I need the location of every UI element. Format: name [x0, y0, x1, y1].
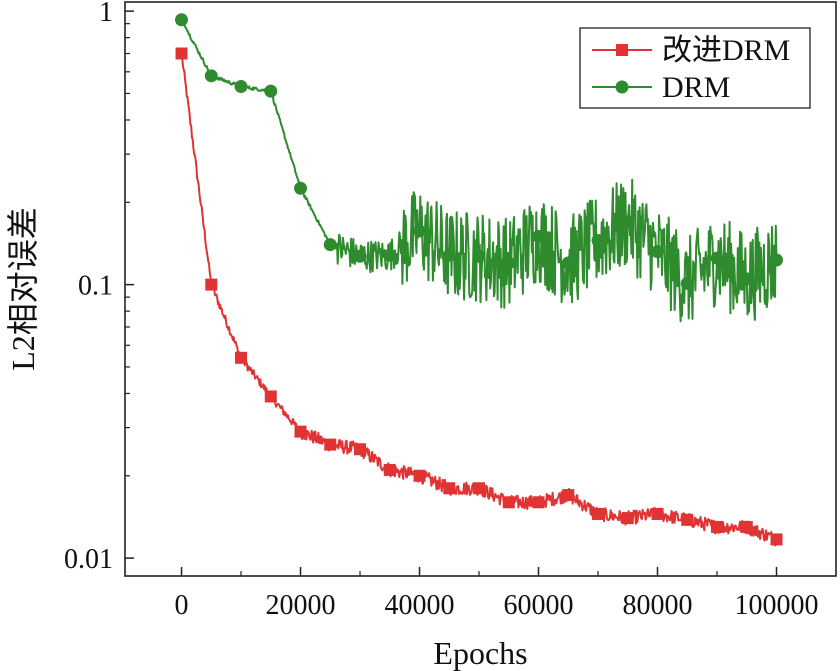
series-2-point [740, 272, 754, 286]
legend-label: 改进DRM [662, 34, 790, 67]
series-2-point [234, 80, 248, 94]
series-1-point [443, 482, 456, 495]
series-2-point [680, 276, 694, 290]
series-2-point [264, 84, 278, 98]
series-1-point [383, 463, 396, 476]
series-2-point [383, 248, 397, 262]
series-1-point [651, 507, 664, 520]
legend-box [579, 27, 811, 109]
series-2-point [353, 249, 367, 263]
x-tick-label: 60000 [504, 590, 574, 621]
legend-label: DRM [662, 71, 730, 104]
series-2-point [204, 69, 218, 83]
series-1-point [711, 520, 724, 533]
legend-square-marker [616, 44, 628, 56]
x-tick-label: 0 [175, 590, 189, 621]
series-1-point [473, 482, 486, 495]
plot-frame [124, 1, 837, 577]
series-2-point [323, 238, 337, 252]
series-2-point [621, 215, 635, 229]
series-1-point [740, 520, 753, 533]
x-tick-label: 100000 [735, 590, 819, 621]
series-1-point [413, 469, 426, 482]
series-1-point [264, 390, 277, 403]
series-2-point [413, 224, 427, 238]
series-2-point [294, 181, 308, 195]
series-1-point [621, 512, 634, 525]
y-tick-label: 0.1 [78, 271, 113, 302]
axes-layer: 0 20000 40000 60000 80000 100000 0.01 0.1 1 [64, 0, 819, 621]
series-1-point [175, 47, 188, 60]
y-tick-label: 0.01 [64, 544, 113, 575]
series-1-point [592, 507, 605, 520]
series-2-point [442, 248, 456, 262]
series-1-point [502, 496, 515, 509]
legend: 改进DRM DRM [579, 27, 811, 109]
series-1-point [532, 496, 545, 509]
x-tick-label: 40000 [385, 590, 455, 621]
series-1-point [205, 278, 218, 291]
series-1-point [235, 351, 248, 364]
series-2-point [561, 256, 575, 270]
series-1-point [354, 443, 367, 456]
x-axis-title: Epochs [433, 635, 527, 671]
x-tick-label: 80000 [623, 590, 693, 621]
series-1-point [294, 425, 307, 438]
legend-circle-marker [615, 80, 629, 94]
series-2-point [710, 251, 724, 265]
series-1-point [562, 489, 575, 502]
series-layer [175, 13, 784, 547]
y-tick-label: 1 [99, 0, 113, 28]
series-2-point [591, 233, 605, 247]
series-2-point [472, 249, 486, 263]
series-2-point [770, 253, 784, 267]
series-2-point [175, 13, 189, 27]
series-2-point [532, 229, 546, 243]
series-2-point [651, 245, 665, 259]
series-1-point [770, 533, 783, 546]
series-2-point [502, 256, 516, 270]
series-1-point [681, 513, 694, 526]
x-tick-label: 20000 [266, 590, 336, 621]
series-1-point [324, 438, 337, 451]
y-axis-title: L2相对误差 [5, 207, 41, 371]
